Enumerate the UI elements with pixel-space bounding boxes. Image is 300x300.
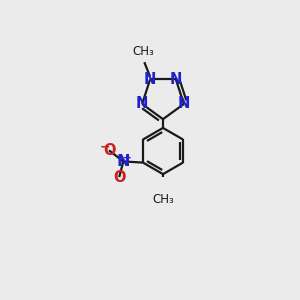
Text: N: N — [178, 97, 190, 112]
Text: −: − — [100, 140, 110, 153]
Text: N: N — [117, 154, 130, 169]
Text: O: O — [113, 169, 125, 184]
Text: +: + — [123, 153, 132, 163]
Text: N: N — [136, 97, 148, 112]
Text: O: O — [103, 143, 115, 158]
Text: CH₃: CH₃ — [152, 193, 174, 206]
Text: N: N — [170, 72, 182, 87]
Text: N: N — [144, 72, 156, 87]
Text: CH₃: CH₃ — [132, 45, 154, 58]
